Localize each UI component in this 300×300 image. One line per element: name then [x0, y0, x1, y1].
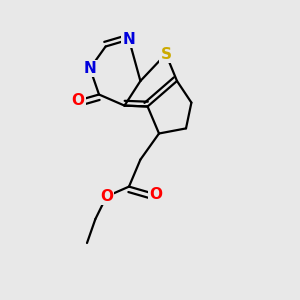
Text: O: O — [149, 187, 163, 202]
Text: N: N — [123, 32, 135, 47]
Text: O: O — [100, 189, 113, 204]
Text: S: S — [160, 46, 171, 62]
Text: N: N — [84, 61, 96, 76]
Text: O: O — [71, 93, 85, 108]
